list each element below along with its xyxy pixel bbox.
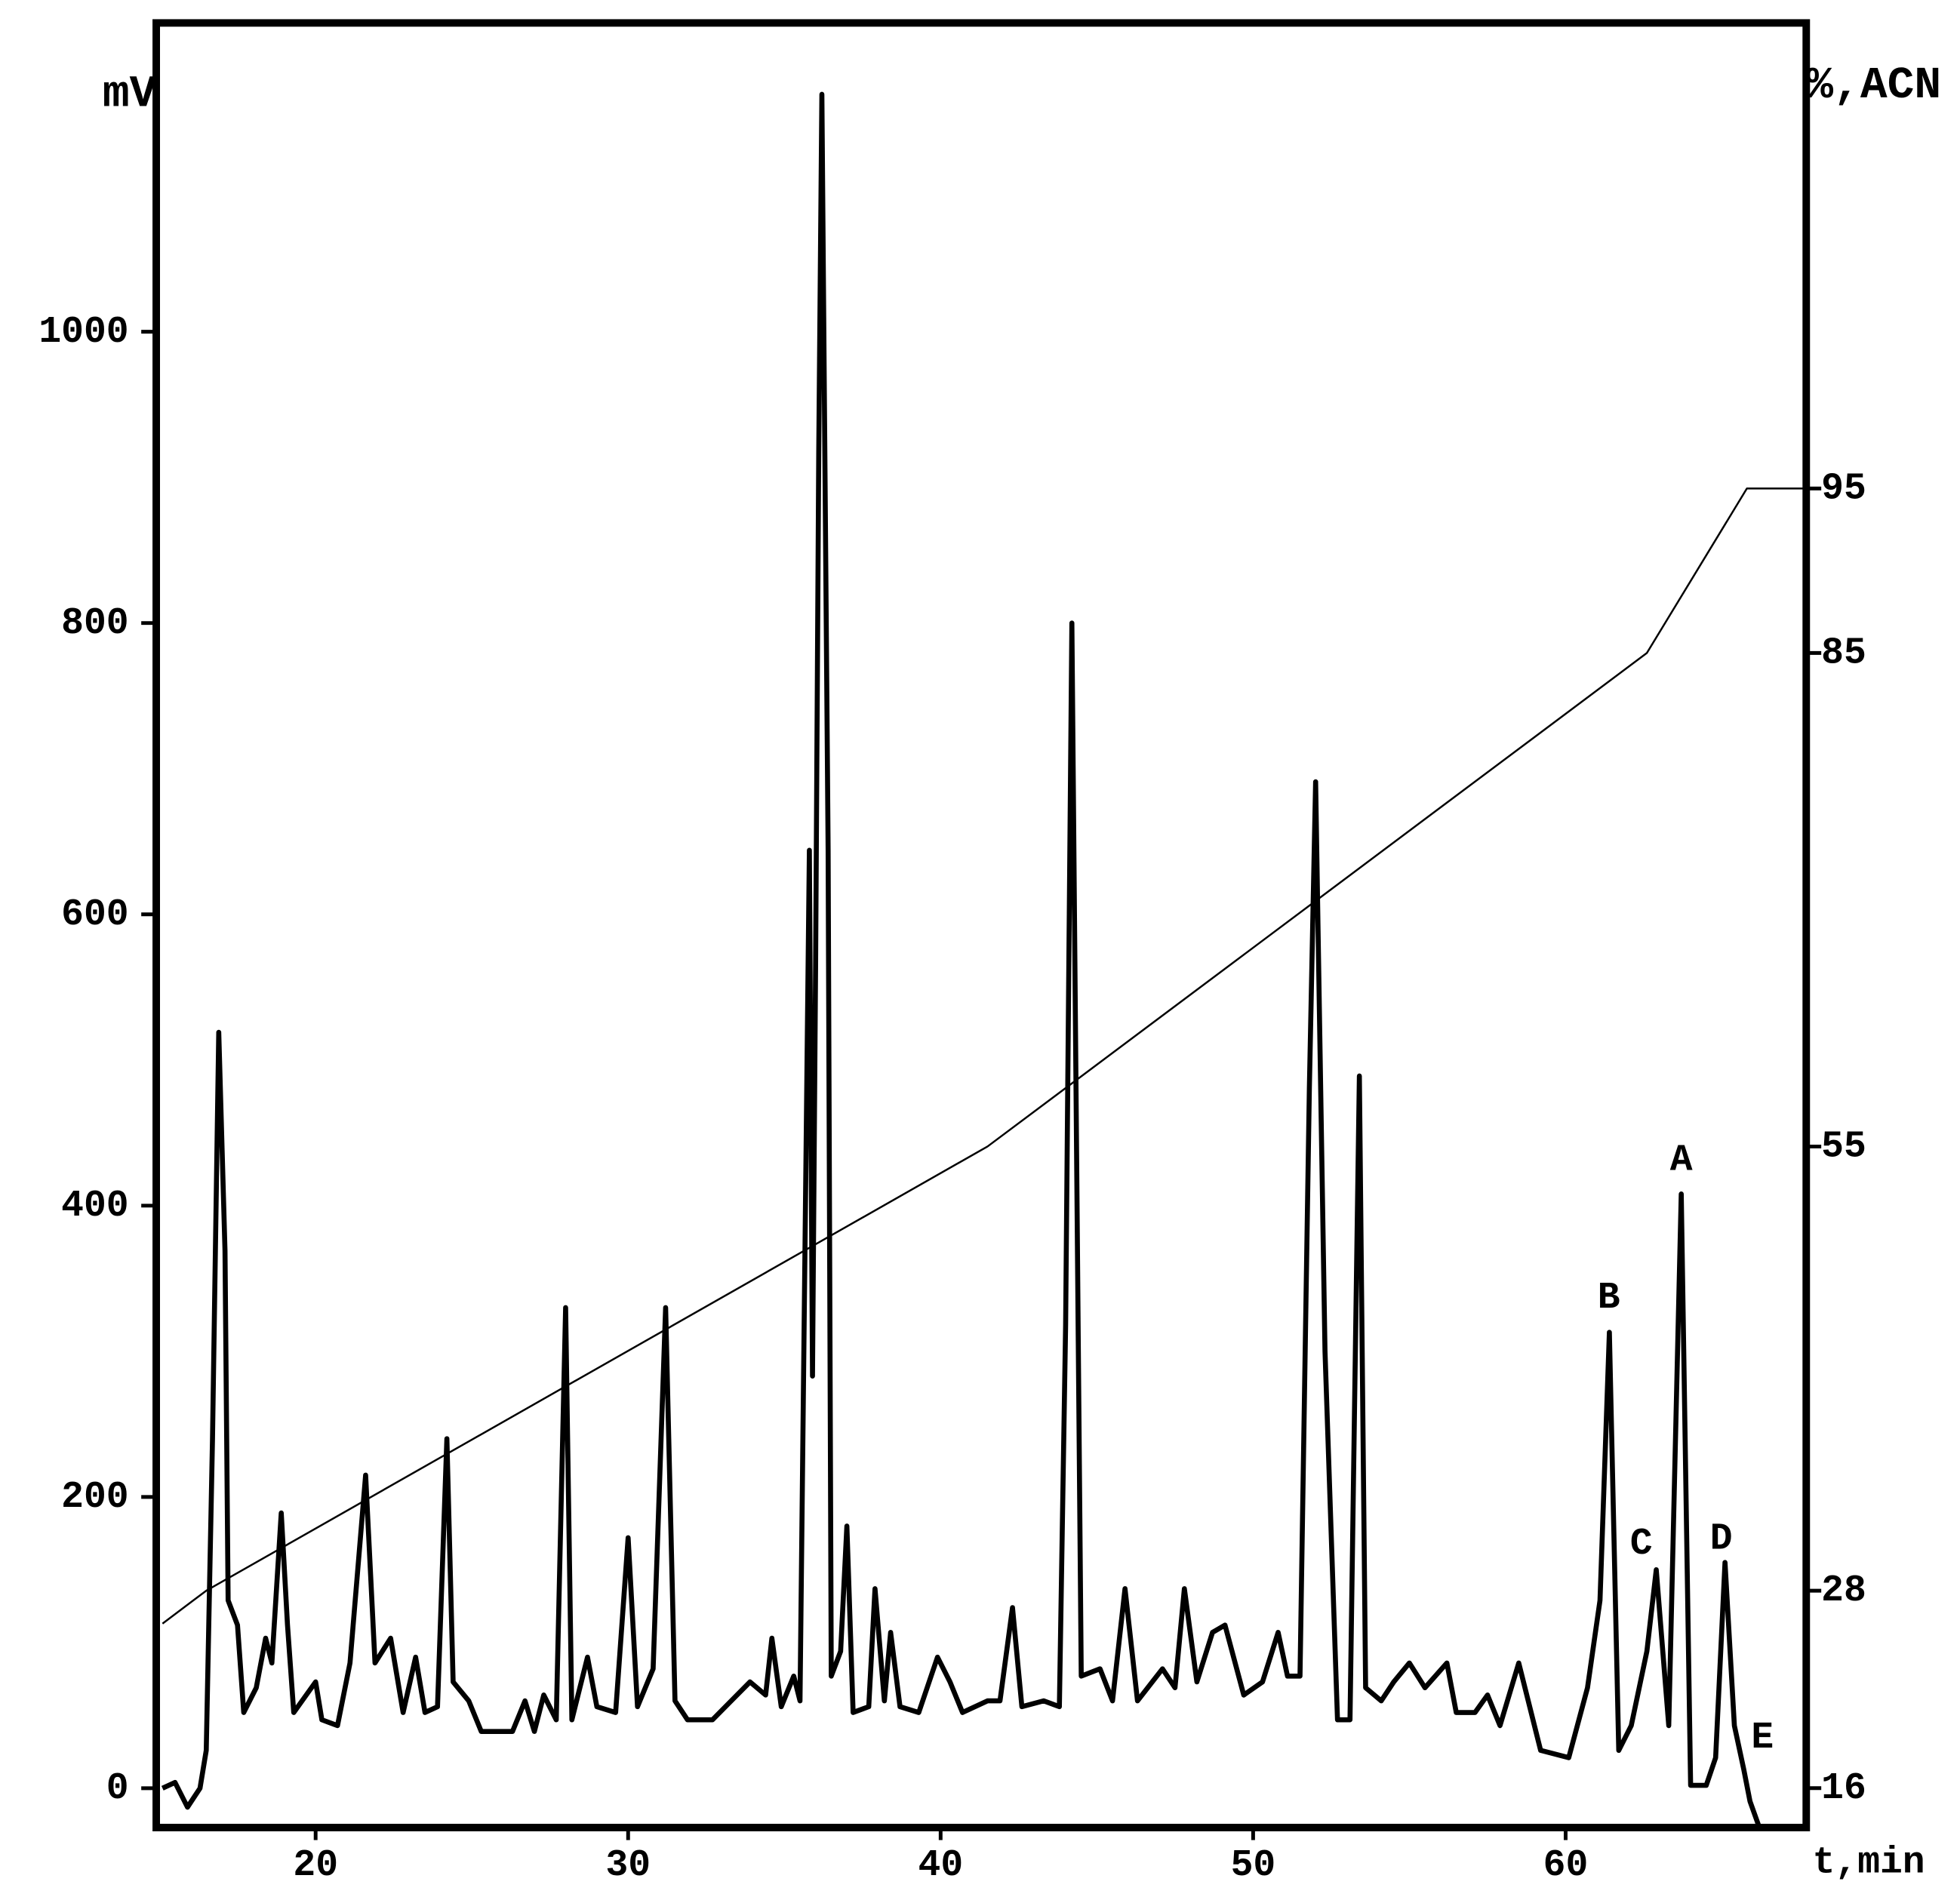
y2-tick-label: 85 xyxy=(1821,632,1866,675)
y2-tick-label: 16 xyxy=(1821,1767,1866,1809)
y-tick-label: 800 xyxy=(61,602,128,644)
x-tick-label: 30 xyxy=(605,1844,651,1886)
annotation: C xyxy=(1630,1523,1653,1565)
x-tick-label: 50 xyxy=(1231,1844,1276,1886)
y2-axis-label: %,ACN xyxy=(1806,60,1941,111)
plot-frame xyxy=(152,19,1811,1831)
y-tick-label: 400 xyxy=(61,1185,128,1227)
y2-tick-label: 28 xyxy=(1821,1569,1866,1612)
y-tick-label: 200 xyxy=(61,1476,128,1518)
y2-tick-label: 55 xyxy=(1821,1126,1866,1168)
x-tick-label: 40 xyxy=(918,1844,964,1886)
annotation: A xyxy=(1670,1139,1693,1182)
y-tick-label: 0 xyxy=(106,1767,129,1809)
x-tick-label: 60 xyxy=(1543,1844,1589,1886)
signal-line xyxy=(161,91,1762,1829)
y-axis-label: mV xyxy=(103,69,157,120)
annotation: D xyxy=(1710,1518,1733,1560)
x-axis-label: t,min xyxy=(1813,1842,1925,1884)
y-tick-label: 1000 xyxy=(38,311,128,353)
annotation: E xyxy=(1751,1717,1774,1759)
x-tick-label: 20 xyxy=(293,1844,338,1886)
annotation: B xyxy=(1598,1277,1620,1319)
y-tick-label: 600 xyxy=(61,893,128,936)
gradient-line xyxy=(162,487,1807,1625)
y2-tick-label: 95 xyxy=(1821,468,1866,510)
